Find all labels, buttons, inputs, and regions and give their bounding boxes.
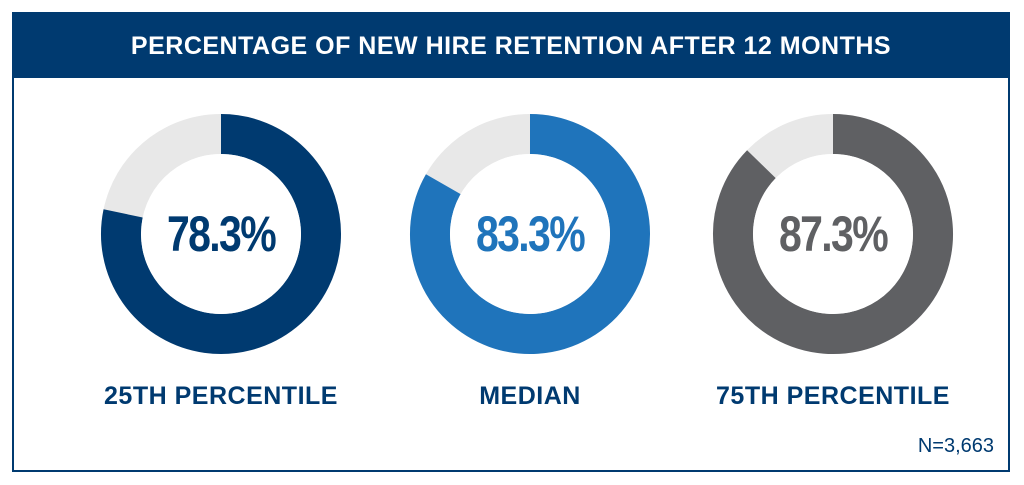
value-label-median: 83.3% xyxy=(475,206,586,262)
category-label-median: MEDIAN xyxy=(479,382,581,410)
category-label-25th: 25TH PERCENTILE xyxy=(104,382,338,410)
donut-chart-median xyxy=(410,114,650,354)
donut-hole-75th xyxy=(753,154,913,314)
value-label-25th: 78.3% xyxy=(166,206,277,262)
chart-title: PERCENTAGE OF NEW HIRE RETENTION AFTER 1… xyxy=(130,31,892,60)
value-label-75th: 87.3% xyxy=(778,206,889,262)
donut-median: 83.3% xyxy=(400,104,660,364)
category-label-75th: 75TH PERCENTILE xyxy=(716,382,950,410)
header-bar: PERCENTAGE OF NEW HIRE RETENTION AFTER 1… xyxy=(14,14,1008,78)
donut-chart-25th xyxy=(101,114,341,354)
donut-hole-median xyxy=(450,154,610,314)
donut-arc-75th xyxy=(713,114,953,354)
donut-25th-percentile: 78.3% xyxy=(91,104,351,364)
donut-arc-median xyxy=(410,114,650,354)
donut-75th-percentile: 87.3% xyxy=(703,104,963,364)
infographic-frame: PERCENTAGE OF NEW HIRE RETENTION AFTER 1… xyxy=(12,12,1010,472)
donut-chart-75th xyxy=(713,114,953,354)
donut-hole-25th xyxy=(141,154,301,314)
sample-size-note: N=3,663 xyxy=(917,435,994,457)
donut-arc-25th xyxy=(101,114,341,354)
